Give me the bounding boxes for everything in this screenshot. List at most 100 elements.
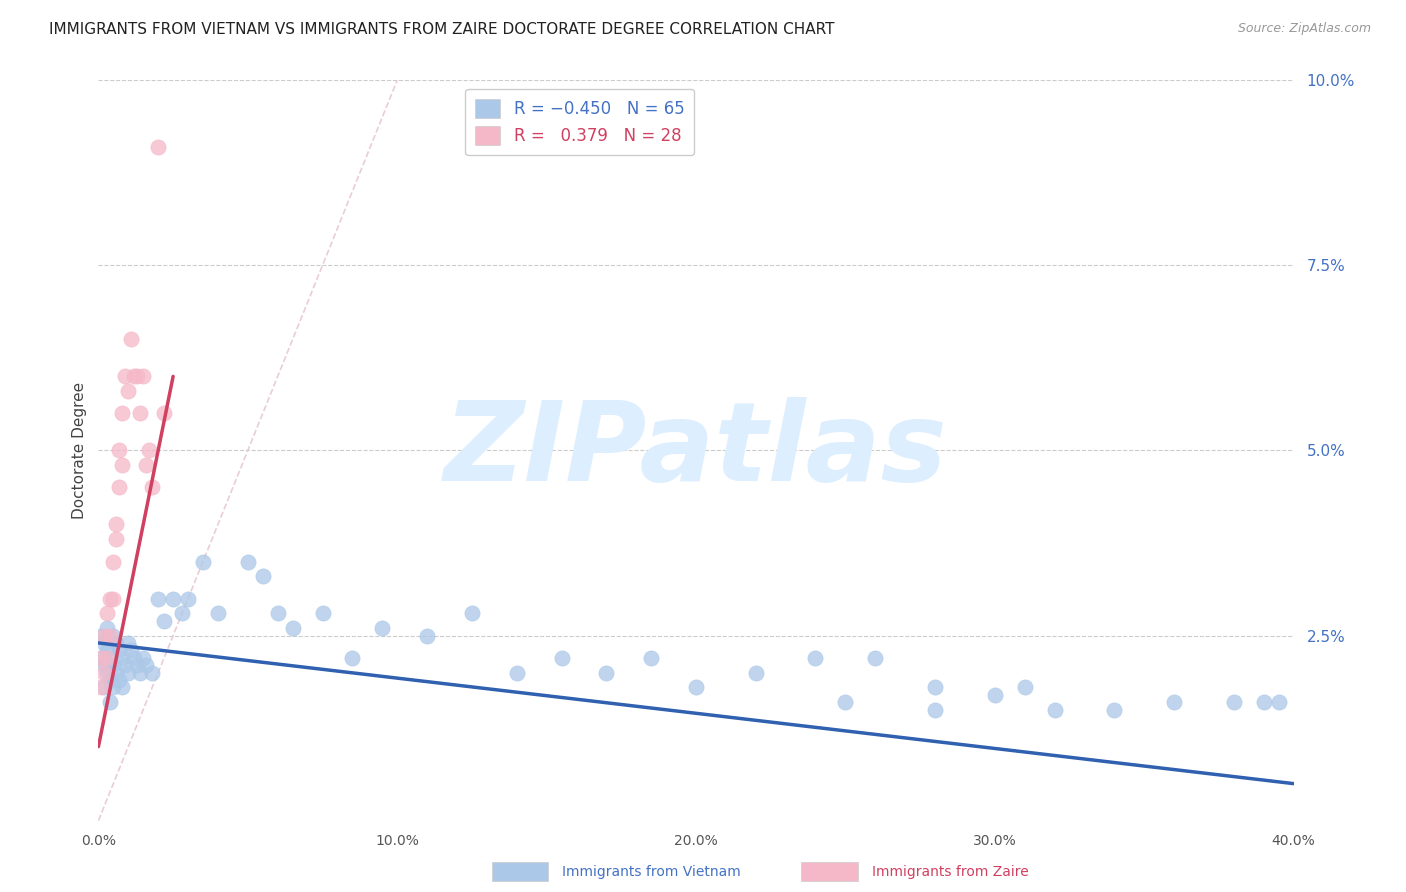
Point — [172, 607, 194, 621]
Point — [103, 658, 125, 673]
Point — [90, 681, 112, 695]
Point — [191, 554, 214, 569]
Point — [236, 554, 259, 569]
Point — [177, 591, 200, 606]
Point — [103, 681, 125, 695]
Point — [281, 621, 304, 635]
Point — [98, 650, 122, 665]
Point — [96, 621, 118, 635]
Point — [96, 650, 118, 665]
Point — [252, 569, 274, 583]
Point — [96, 665, 118, 680]
Point — [117, 384, 139, 399]
Point — [153, 614, 176, 628]
Point — [105, 665, 128, 680]
Point — [135, 658, 157, 673]
Point — [1043, 703, 1066, 717]
Point — [127, 658, 149, 673]
Point — [132, 650, 155, 665]
Point — [103, 628, 125, 642]
Point — [105, 533, 128, 547]
Point — [141, 481, 163, 495]
Point — [98, 695, 122, 709]
Point — [924, 681, 946, 695]
Point — [93, 636, 115, 650]
Point — [924, 703, 946, 717]
Point — [834, 695, 856, 709]
Point — [506, 665, 529, 680]
Point — [117, 665, 139, 680]
Point — [108, 673, 131, 687]
Point — [96, 643, 118, 657]
Point — [117, 636, 139, 650]
Point — [1104, 703, 1126, 717]
Text: Source: ZipAtlas.com: Source: ZipAtlas.com — [1237, 22, 1371, 36]
Point — [1253, 695, 1275, 709]
Point — [138, 443, 160, 458]
Point — [127, 369, 149, 384]
Point — [98, 673, 122, 687]
Point — [1267, 695, 1289, 709]
Point — [132, 369, 155, 384]
Point — [685, 681, 707, 695]
Point — [124, 369, 146, 384]
Text: ZIPatlas: ZIPatlas — [444, 397, 948, 504]
Point — [90, 650, 112, 665]
Point — [105, 517, 128, 532]
Text: Immigrants from Vietnam: Immigrants from Vietnam — [562, 865, 741, 880]
Point — [111, 650, 134, 665]
Point — [90, 650, 112, 665]
Point — [108, 481, 131, 495]
Point — [804, 650, 827, 665]
Point — [371, 621, 394, 635]
Point — [124, 650, 146, 665]
Point — [550, 650, 572, 665]
Point — [595, 665, 617, 680]
Point — [148, 591, 170, 606]
Point — [111, 407, 134, 421]
Point — [865, 650, 887, 665]
Point — [96, 607, 118, 621]
Point — [148, 140, 170, 154]
Point — [98, 591, 122, 606]
Point — [105, 636, 128, 650]
Text: IMMIGRANTS FROM VIETNAM VS IMMIGRANTS FROM ZAIRE DOCTORATE DEGREE CORRELATION CH: IMMIGRANTS FROM VIETNAM VS IMMIGRANTS FR… — [49, 22, 835, 37]
Point — [93, 628, 115, 642]
Point — [120, 332, 142, 346]
Point — [1163, 695, 1185, 709]
Point — [111, 458, 134, 473]
Point — [461, 607, 484, 621]
Point — [93, 658, 115, 673]
Point — [103, 591, 125, 606]
Point — [114, 369, 136, 384]
Point — [1223, 695, 1246, 709]
Point — [129, 407, 152, 421]
Point — [111, 681, 134, 695]
Point — [267, 607, 290, 621]
Point — [93, 681, 115, 695]
Point — [153, 407, 176, 421]
Point — [745, 665, 768, 680]
Point — [135, 458, 157, 473]
Point — [90, 628, 112, 642]
Point — [129, 665, 152, 680]
Point — [108, 643, 131, 657]
Point — [141, 665, 163, 680]
Point — [342, 650, 364, 665]
Text: Immigrants from Zaire: Immigrants from Zaire — [872, 865, 1028, 880]
Point — [416, 628, 439, 642]
Point — [108, 443, 131, 458]
Point — [207, 607, 229, 621]
Point — [1014, 681, 1036, 695]
Point — [93, 665, 115, 680]
Point — [162, 591, 184, 606]
Point — [98, 628, 122, 642]
Point — [120, 643, 142, 657]
Point — [114, 658, 136, 673]
Legend: R = −0.450   N = 65, R =   0.379   N = 28: R = −0.450 N = 65, R = 0.379 N = 28 — [465, 88, 695, 155]
Point — [103, 554, 125, 569]
Point — [640, 650, 662, 665]
Point — [984, 688, 1007, 702]
Y-axis label: Doctorate Degree: Doctorate Degree — [72, 382, 87, 519]
Point — [311, 607, 333, 621]
